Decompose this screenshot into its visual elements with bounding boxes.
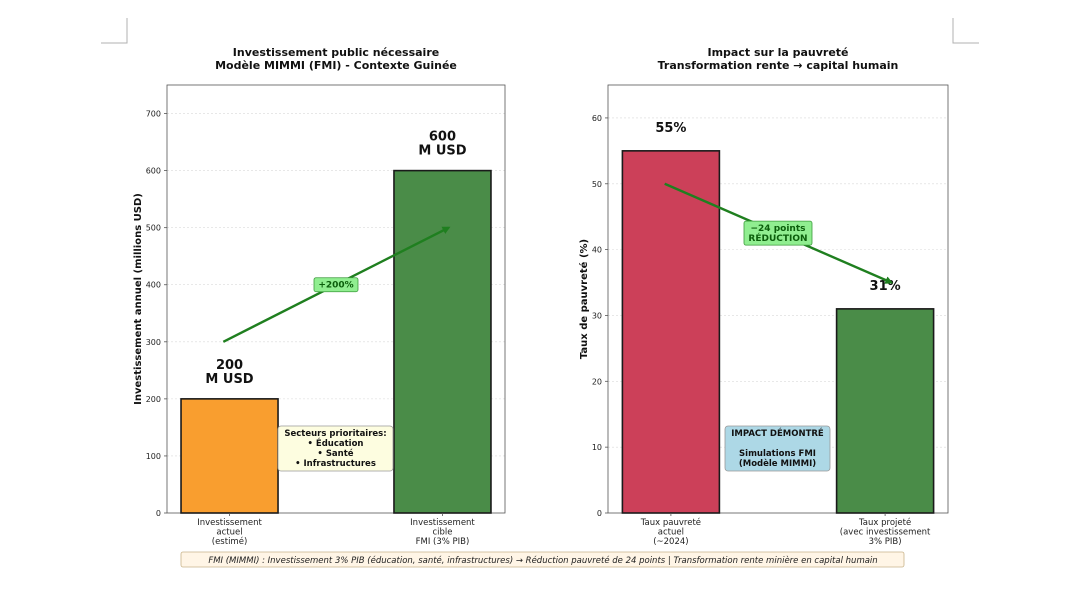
y-tick-label: 0 bbox=[597, 509, 602, 518]
x-tick-label: Investissement bbox=[197, 518, 262, 528]
x-tick-label: (estimé) bbox=[212, 536, 248, 547]
footer-box bbox=[180, 551, 905, 568]
note-line: • Infrastructures bbox=[295, 459, 376, 469]
bar-value-label: 55% bbox=[655, 121, 686, 136]
bar-value-label: 200 bbox=[216, 358, 243, 373]
bar-value-label: M USD bbox=[205, 372, 253, 387]
x-tick-label: (avec investissement bbox=[840, 528, 931, 538]
bar bbox=[621, 150, 721, 514]
y-tick-label: 700 bbox=[146, 110, 161, 119]
note-line: Secteurs prioritaires: bbox=[284, 429, 386, 439]
arrow-badge-label: RÉDUCTION bbox=[748, 232, 807, 244]
bar bbox=[180, 398, 279, 514]
y-axis-label: Taux de pauvreté (%) bbox=[578, 239, 590, 359]
x-tick-label: 3% PIB) bbox=[869, 537, 902, 547]
chart-title-line: Investissement public nécessaire bbox=[233, 46, 439, 59]
note-line: Simulations FMI bbox=[739, 449, 816, 459]
bar bbox=[835, 308, 935, 514]
arrow-badge bbox=[313, 277, 359, 293]
footer-caption: FMI (MIMMI) : Investissement 3% PIB (édu… bbox=[180, 551, 905, 568]
y-tick-label: 10 bbox=[592, 443, 602, 452]
note-line: (Modèle MIMMI) bbox=[739, 458, 816, 469]
note-line: • Santé bbox=[317, 448, 353, 459]
arrow-badge bbox=[743, 220, 813, 246]
note-line: IMPACT DÉMONTRÉ bbox=[731, 427, 824, 439]
chart-title-line: Modèle MIMMI (FMI) - Contexte Guinée bbox=[215, 59, 457, 72]
x-tick-label: actuel bbox=[216, 528, 242, 538]
y-tick-label: 60 bbox=[592, 114, 602, 123]
bar-value-label: M USD bbox=[418, 144, 466, 159]
note-box bbox=[277, 425, 394, 472]
y-tick-label: 600 bbox=[146, 167, 161, 176]
crop-mark-top-left bbox=[101, 18, 128, 44]
y-tick-label: 50 bbox=[592, 180, 602, 189]
y-tick-label: 0 bbox=[156, 509, 161, 518]
arrow-badge-label: −24 points bbox=[751, 224, 806, 234]
chart-title-line: Transformation rente → capital humain bbox=[658, 59, 899, 72]
y-tick-label: 40 bbox=[592, 246, 602, 255]
x-tick-label: Taux pauvreté bbox=[640, 517, 701, 528]
note-line: • Éducation bbox=[308, 437, 364, 449]
plot-frame bbox=[607, 84, 949, 514]
y-tick-label: 400 bbox=[146, 281, 161, 290]
chart-title-line: Impact sur la pauvreté bbox=[707, 46, 848, 59]
x-tick-label: cible bbox=[432, 528, 452, 538]
plot-frame bbox=[166, 84, 506, 514]
y-tick-label: 300 bbox=[146, 338, 161, 347]
y-tick-label: 100 bbox=[146, 452, 161, 461]
bar-value-label: 600 bbox=[429, 130, 456, 145]
arrow-badge-label: +200% bbox=[318, 281, 353, 291]
x-tick-label: FMI (3% PIB) bbox=[416, 537, 470, 547]
bar bbox=[393, 169, 492, 514]
x-tick-label: (~2024) bbox=[653, 537, 688, 547]
y-axis-label: Investissement annuel (millions USD) bbox=[133, 193, 144, 405]
x-tick-label: Investissement bbox=[410, 518, 475, 528]
y-tick-label: 500 bbox=[146, 224, 161, 233]
note-box bbox=[724, 425, 831, 472]
y-tick-label: 20 bbox=[592, 377, 602, 386]
crop-mark-top-right bbox=[952, 18, 979, 44]
x-tick-label: actuel bbox=[658, 528, 684, 538]
y-tick-label: 30 bbox=[592, 311, 602, 320]
x-tick-label: Taux projeté bbox=[858, 517, 911, 528]
y-tick-label: 200 bbox=[146, 395, 161, 404]
footer-text: FMI (MIMMI) : Investissement 3% PIB (édu… bbox=[208, 555, 877, 566]
